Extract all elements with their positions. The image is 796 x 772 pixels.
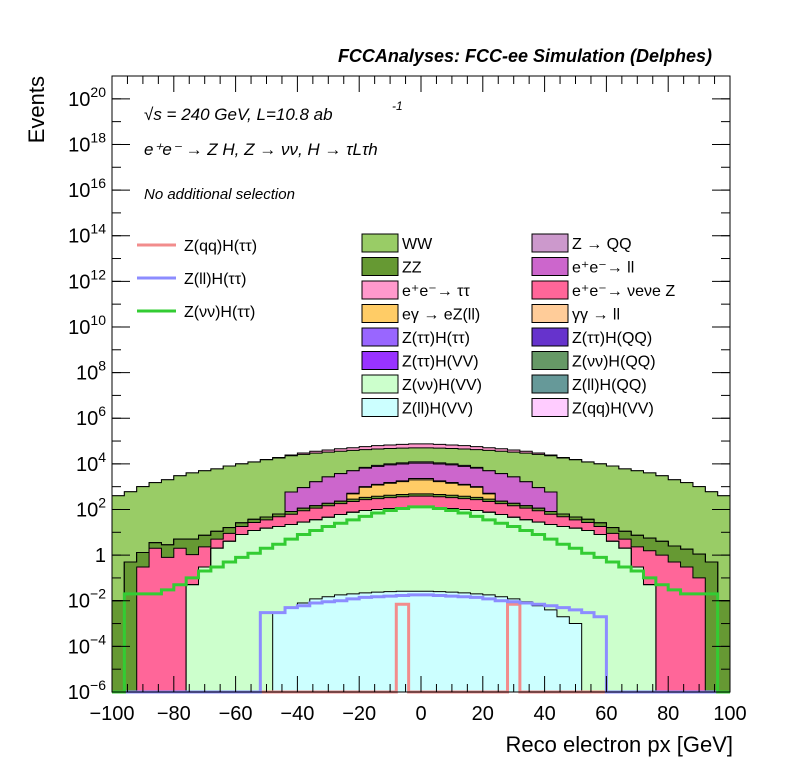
- legend-label: Z(ττ)H(QQ): [572, 330, 652, 347]
- legend-swatch: [361, 280, 399, 300]
- axes: −100 −80 −60 −40 −20 0 20 40 60 80 100 10−6 10−4 10−2…: [68, 75, 747, 725]
- legend-swatch: [361, 374, 399, 394]
- legend-left-label: Z(νν)H(ττ): [184, 304, 255, 321]
- legend-left-label: Z(qq)H(ττ): [184, 238, 257, 255]
- y-tick-label: 106: [76, 403, 106, 430]
- legend-swatch: [531, 257, 569, 276]
- x-tick-label: −100: [89, 703, 134, 725]
- header-title: FCCAnalyses: FCC-ee Simulation (Delphes): [338, 46, 712, 66]
- legend-label: e⁺e⁻→ ττ: [402, 283, 470, 300]
- y-tick-label: 10−6: [68, 677, 106, 704]
- plot-area: [111, 443, 731, 694]
- x-axis-label: Reco electron px [GeV]: [506, 732, 733, 757]
- legend-label: Z(ττ)H(ττ): [402, 330, 470, 347]
- y-tick-label: 1018: [68, 129, 106, 156]
- legend-label: e⁺e⁻→ νeνe Z: [572, 283, 675, 300]
- annotation-energy: √s = 240 GeV, L=10.8 ab: [144, 105, 333, 124]
- legend-swatch: [531, 304, 569, 323]
- annotation-block: √s = 240 GeV, L=10.8 ab -1 e⁺e⁻ → Z H, Z…: [144, 99, 403, 203]
- legend-swatch: [531, 351, 569, 370]
- legend-swatch: [531, 233, 569, 253]
- y-tick-label: 1012: [68, 266, 106, 293]
- legend-left-label: Z(ll)H(ττ): [184, 271, 246, 288]
- legend-swatch: [531, 374, 569, 394]
- legend-swatch: [361, 304, 399, 323]
- legend: Z(qq)H(ττ) Z(ll)H(ττ) Z(νν)H(ττ) WW Z → QQ ZZ…: [137, 233, 675, 418]
- y-axis-label: Events: [24, 76, 49, 143]
- legend-label: Z(ll)H(QQ): [572, 377, 647, 394]
- y-tick-label: 108: [76, 358, 106, 385]
- y-tick-label: 102: [76, 494, 106, 521]
- y-tick-label: 1020: [68, 84, 106, 111]
- y-tick-label: 1: [95, 545, 106, 567]
- x-tick-label: 40: [533, 703, 555, 725]
- y-tick-label: 10−4: [68, 631, 106, 658]
- x-tick-label: 0: [415, 703, 426, 725]
- legend-label: Z(ττ)H(VV): [402, 354, 479, 371]
- legend-label: Z(νν)H(VV): [402, 377, 482, 394]
- legend-swatch: [361, 233, 399, 253]
- legend-label: Z(νν)H(QQ): [572, 354, 656, 371]
- legend-label: e⁺e⁻→ ll: [572, 260, 634, 277]
- legend-label: Z(ll)H(VV): [402, 401, 473, 418]
- x-tick-label: −80: [157, 703, 191, 725]
- x-tick-label: −60: [219, 703, 253, 725]
- legend-label: Z → QQ: [572, 236, 632, 253]
- y-tick-label: 1014: [68, 221, 106, 248]
- x-tick-label: −40: [280, 703, 314, 725]
- legend-swatch: [361, 351, 399, 370]
- annotation-process: e⁺e⁻ → Z H, Z → νν, H → τLτh: [144, 140, 378, 159]
- signal-line-z-ll-h: [112, 593, 730, 694]
- y-tick-label: 1010: [68, 312, 106, 339]
- x-tick-label: 80: [657, 703, 679, 725]
- y-tick-label: 10−2: [68, 586, 106, 613]
- legend-label: Z(qq)H(VV): [572, 401, 654, 418]
- x-tick-label: 100: [713, 703, 746, 725]
- y-tick-label: 104: [76, 449, 106, 476]
- y-tick-label: 1016: [68, 175, 106, 202]
- legend-swatch: [361, 257, 399, 276]
- legend-label: γγ → ll: [572, 307, 620, 324]
- x-tick-label: −20: [342, 703, 376, 725]
- legend-label: ZZ: [402, 260, 422, 277]
- annotation-energy-sup: -1: [392, 99, 403, 113]
- legend-swatch: [531, 327, 569, 347]
- legend-swatch: [531, 398, 569, 417]
- legend-swatch: [361, 327, 399, 347]
- legend-swatch: [361, 398, 399, 417]
- signal-line-z-h: [112, 505, 730, 694]
- x-tick-label: 60: [595, 703, 617, 725]
- legend-swatch: [531, 280, 569, 300]
- legend-label: eγ → eZ(ll): [402, 307, 480, 324]
- x-tick-label: 20: [472, 703, 494, 725]
- legend-label: WW: [402, 236, 433, 253]
- annotation-selection: No additional selection: [144, 186, 295, 203]
